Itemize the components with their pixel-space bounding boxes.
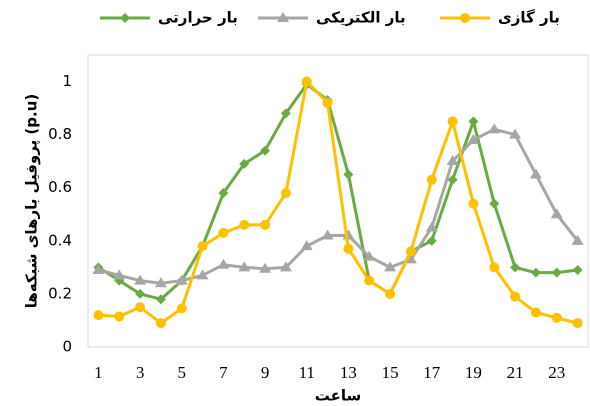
marker — [364, 275, 375, 286]
plot-area — [87, 54, 589, 348]
y-tick-label: 1 — [62, 72, 72, 90]
marker — [446, 155, 459, 166]
marker — [176, 303, 187, 314]
marker — [135, 302, 146, 313]
x-axis-label: ساعت — [315, 387, 362, 405]
marker — [280, 188, 291, 199]
marker — [426, 174, 437, 185]
marker — [197, 241, 208, 252]
series-line — [98, 127, 579, 285]
legend-marker — [460, 13, 470, 23]
x-tick-label: 9 — [261, 363, 270, 382]
series-line — [98, 80, 578, 325]
marker — [571, 234, 584, 245]
marker — [489, 262, 500, 273]
marker — [92, 264, 105, 275]
marker — [363, 250, 376, 261]
marker — [509, 128, 522, 139]
marker — [280, 108, 291, 119]
y-tick-label: 0.6 — [48, 178, 72, 196]
x-tick-label: 19 — [465, 363, 482, 382]
marker — [385, 288, 396, 299]
marker — [260, 219, 271, 230]
marker — [114, 311, 125, 322]
marker — [551, 312, 562, 323]
marker — [322, 97, 333, 108]
marker — [218, 227, 229, 238]
legend-marker — [120, 13, 130, 23]
marker — [301, 76, 312, 87]
marker — [384, 261, 397, 272]
x-tick-label: 13 — [340, 363, 357, 382]
marker — [93, 310, 104, 321]
marker — [489, 198, 500, 209]
marker — [572, 318, 583, 329]
marker — [239, 158, 250, 169]
marker — [259, 262, 272, 273]
legend-label: بار گازی — [498, 9, 560, 27]
marker — [447, 174, 458, 185]
marker — [175, 274, 188, 285]
x-tick-label: 17 — [423, 363, 441, 382]
x-tick-label: 23 — [548, 363, 565, 382]
marker — [488, 123, 501, 134]
marker — [529, 168, 542, 179]
marker — [425, 221, 438, 232]
x-tick-label: 1 — [94, 363, 103, 382]
y-tick-label: 0 — [62, 338, 72, 356]
marker — [155, 318, 166, 329]
x-tick-label: 3 — [136, 363, 145, 382]
legend-label: بار حرارتی — [158, 9, 238, 27]
marker — [468, 198, 479, 209]
x-tick-label: 15 — [382, 363, 399, 382]
y-tick-label: 0.2 — [48, 284, 72, 302]
marker — [217, 258, 230, 269]
marker — [551, 267, 562, 278]
marker — [238, 261, 251, 272]
marker — [154, 277, 167, 288]
marker — [279, 261, 292, 272]
marker — [572, 265, 583, 276]
marker — [343, 243, 354, 254]
marker — [468, 116, 479, 127]
marker — [467, 133, 480, 144]
x-tick-label: 11 — [299, 363, 315, 382]
series-line — [97, 82, 578, 301]
marker — [260, 145, 271, 156]
marker — [530, 307, 541, 318]
marker — [300, 240, 313, 251]
legend-label: بار الکتریکی — [316, 9, 406, 27]
marker — [550, 208, 563, 219]
marker — [239, 219, 250, 230]
y-tick-label: 0.4 — [48, 231, 72, 249]
marker — [218, 188, 229, 199]
marker — [321, 229, 334, 240]
x-tick-label: 21 — [507, 363, 524, 382]
x-tick-label: 5 — [178, 363, 187, 382]
marker — [447, 116, 458, 127]
x-tick-label: 7 — [219, 363, 228, 382]
marker — [530, 267, 541, 278]
y-axis-label: پروفیل بارهای شبکه‌ها (p.u) — [23, 94, 42, 309]
marker — [196, 269, 209, 280]
marker — [510, 291, 521, 302]
marker — [155, 294, 166, 305]
marker — [134, 274, 147, 285]
legend-marker — [277, 12, 289, 22]
marker — [135, 288, 146, 299]
marker — [405, 246, 416, 257]
marker — [426, 235, 437, 246]
marker — [343, 169, 354, 180]
y-tick-label: 0.8 — [48, 125, 72, 143]
marker — [113, 269, 126, 280]
marker — [510, 262, 521, 273]
